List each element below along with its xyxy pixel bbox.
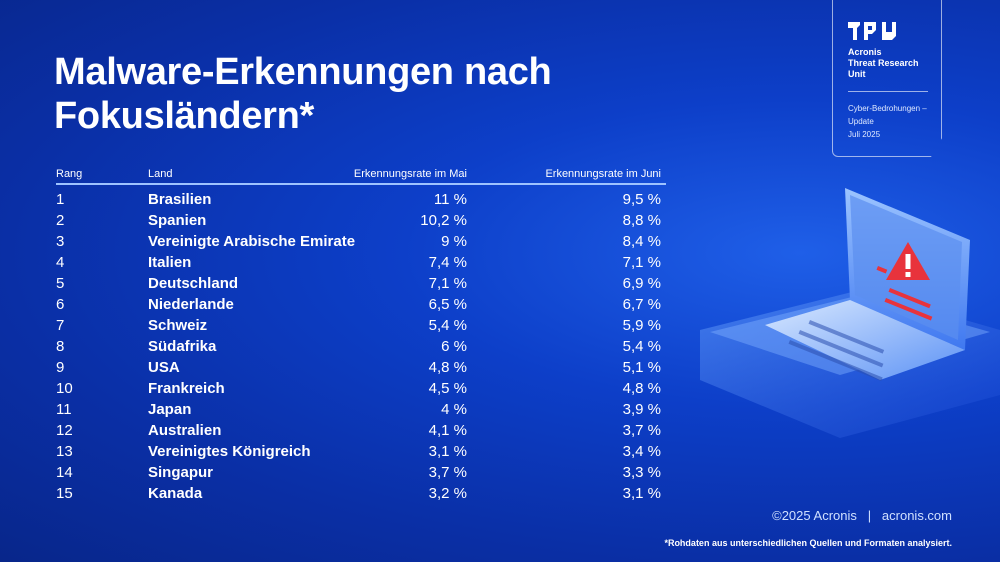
- table-row: 11 Japan 4 % 3,9 %: [56, 399, 666, 420]
- cell-land: Singapur: [148, 464, 214, 481]
- cell-juni: 6,7 %: [622, 296, 661, 313]
- copyright: ©2025 Acronis | acronis.com: [772, 508, 952, 523]
- cell-juni: 9,5 %: [622, 191, 661, 208]
- table-row: 7 Schweiz 5,4 % 5,9 %: [56, 315, 666, 336]
- cell-juni: 3,1 %: [622, 485, 661, 502]
- cell-juni: 5,1 %: [622, 359, 661, 376]
- cell-land: Spanien: [148, 212, 207, 229]
- cell-mai: 11 %: [433, 191, 467, 208]
- cell-land: Niederlande: [148, 296, 234, 313]
- cell-juni: 5,9 %: [622, 317, 661, 334]
- cell-mai: 9 %: [441, 233, 467, 250]
- cell-juni: 3,3 %: [622, 464, 661, 481]
- cell-land: Italien: [148, 254, 192, 271]
- page-title: Malware-Erkennungen nach Fokusländern*: [54, 50, 654, 138]
- header-land: Land: [148, 168, 173, 180]
- cell-land: Deutschland: [148, 275, 239, 292]
- cell-land: Vereinigte Arabische Emirate: [148, 233, 356, 250]
- cell-juni: 8,8 %: [622, 212, 661, 229]
- cell-rang: 3: [56, 233, 65, 250]
- table-row: 3 Vereinigte Arabische Emirate 9 % 8,4 %: [56, 231, 666, 252]
- header-juni: Erkennungsrate im Juni: [545, 168, 661, 180]
- cell-juni: 7,1 %: [622, 254, 661, 271]
- tru-logo-icon: [848, 22, 896, 40]
- cell-land: Vereinigtes Königreich: [148, 443, 311, 460]
- table-row: 9 USA 4,8 % 5,1 %: [56, 357, 666, 378]
- table-row: 10 Frankreich 4,5 % 4,8 %: [56, 378, 666, 399]
- badge-divider: [848, 91, 928, 92]
- cell-rang: 11: [56, 401, 72, 418]
- unit-name: Acronis Threat Research Unit: [848, 47, 919, 79]
- cell-juni: 3,9 %: [622, 401, 661, 418]
- table-row: 15 Kanada 3,2 % 3,1 %: [56, 483, 666, 504]
- cell-rang: 14: [56, 464, 73, 481]
- cell-rang: 5: [56, 275, 65, 292]
- cell-mai: 7,1 %: [428, 275, 467, 292]
- table-row: 12 Australien 4,1 % 3,7 %: [56, 420, 666, 441]
- cell-mai: 4,1 %: [428, 422, 467, 439]
- update-label: Cyber-Bedrohungen – Update Juli 2025: [848, 104, 927, 139]
- cell-mai: 7,4 %: [428, 254, 467, 271]
- cell-rang: 10: [56, 380, 73, 397]
- cell-rang: 1: [56, 191, 65, 208]
- cell-land: Kanada: [148, 485, 203, 502]
- cell-mai: 6,5 %: [428, 296, 467, 313]
- header-rang: Rang: [56, 168, 83, 180]
- cell-mai: 5,4 %: [428, 317, 467, 334]
- cell-rang: 13: [56, 443, 73, 460]
- cell-mai: 3,7 %: [428, 464, 467, 481]
- cell-rang: 12: [56, 422, 73, 439]
- table-header: Rang Land Erkennungsrate im Mai Erkennun…: [56, 165, 666, 185]
- cell-rang: 15: [56, 485, 73, 502]
- tru-badge: Acronis Threat Research Unit Cyber-Bedro…: [832, 0, 942, 157]
- table-body: 1 Brasilien 11 % 9,5 % 2 Spanien 10,2 % 8,8 % 3 V…: [56, 189, 666, 504]
- cell-juni: 4,8 %: [622, 380, 661, 397]
- cell-rang: 4: [56, 254, 65, 271]
- cell-rang: 9: [56, 359, 65, 376]
- ranking-table: Rang Land Erkennungsrate im Mai Erkennun…: [56, 165, 666, 504]
- laptop-warning-icon: [700, 188, 1000, 438]
- header-mai: Erkennungsrate im Mai: [353, 168, 467, 180]
- cell-mai: 3,1 %: [428, 443, 467, 460]
- cell-juni: 3,4 %: [622, 443, 661, 460]
- footnote: *Rohdaten aus unterschiedlichen Quellen …: [664, 538, 952, 548]
- table-row: 6 Niederlande 6,5 % 6,7 %: [56, 294, 666, 315]
- cell-mai: 6 %: [441, 338, 467, 355]
- table-row: 14 Singapur 3,7 % 3,3 %: [56, 462, 666, 483]
- cell-mai: 4 %: [441, 401, 467, 418]
- cell-rang: 6: [56, 296, 65, 313]
- cell-juni: 6,9 %: [622, 275, 661, 292]
- table-row: 13 Vereinigtes Königreich 3,1 % 3,4 %: [56, 441, 666, 462]
- cell-rang: 8: [56, 338, 65, 355]
- cell-land: Australien: [148, 422, 222, 439]
- table-row: 4 Italien 7,4 % 7,1 %: [56, 252, 666, 273]
- cell-rang: 7: [56, 317, 65, 334]
- title-line-1: Malware-Erkennungen nach: [54, 51, 552, 93]
- cell-mai: 3,2 %: [428, 485, 467, 502]
- cell-mai: 4,5 %: [428, 380, 467, 397]
- cell-land: Japan: [148, 401, 192, 418]
- table-row: 5 Deutschland 7,1 % 6,9 %: [56, 273, 666, 294]
- table-row: 8 Südafrika 6 % 5,4 %: [56, 336, 666, 357]
- cell-juni: 5,4 %: [622, 338, 661, 355]
- cell-land: USA: [148, 359, 180, 376]
- cell-land: Brasilien: [148, 191, 212, 208]
- cell-land: Schweiz: [148, 317, 208, 334]
- cell-land: Frankreich: [148, 380, 225, 397]
- cell-land: Südafrika: [148, 338, 217, 355]
- table-row: 2 Spanien 10,2 % 8,8 %: [56, 210, 666, 231]
- table-row: 1 Brasilien 11 % 9,5 %: [56, 189, 666, 210]
- cell-mai: 10,2 %: [420, 212, 467, 229]
- title-line-2: Fokusländern*: [54, 95, 315, 137]
- cell-mai: 4,8 %: [428, 359, 467, 376]
- cell-rang: 2: [56, 212, 65, 229]
- cell-juni: 8,4 %: [622, 233, 661, 250]
- cell-juni: 3,7 %: [622, 422, 661, 439]
